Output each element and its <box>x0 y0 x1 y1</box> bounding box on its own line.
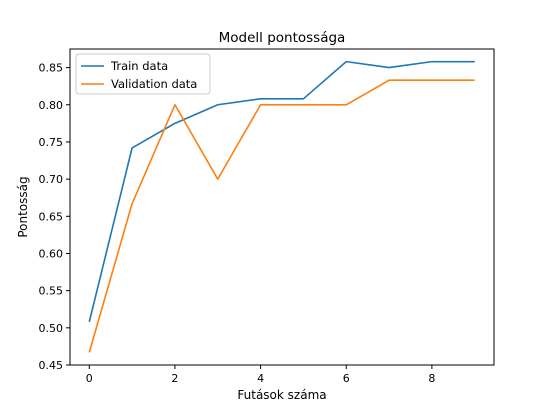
legend-label-2: Validation data <box>111 77 197 91</box>
y-tick-label: 0.70 <box>39 173 64 186</box>
chart-title: Modell pontossága <box>219 30 346 46</box>
y-tick-label: 0.85 <box>39 62 64 75</box>
series-line-1 <box>88 60 475 323</box>
legend-box <box>75 53 211 95</box>
y-tick-label: 0.75 <box>39 136 64 149</box>
x-tick-label: 0 <box>86 372 93 385</box>
legend-label-1: Train data <box>110 59 168 73</box>
x-tick-label: 8 <box>428 372 435 385</box>
y-axis: 0.45 0.50 0.55 0.60 0.65 0.70 0.75 0.80 0.85 <box>39 62 70 372</box>
x-tick-label: 6 <box>343 372 350 385</box>
y-tick-label: 0.55 <box>39 285 64 298</box>
y-tick-label: 0.65 <box>39 210 64 223</box>
plot-frame <box>69 48 495 366</box>
series-lines <box>88 60 475 353</box>
y-tick-label: 0.45 <box>39 359 64 372</box>
y-axis-label: Pontosság <box>16 176 30 237</box>
plot-area <box>70 49 494 365</box>
x-axis-label: Futások száma <box>237 388 326 402</box>
x-tick-label: 4 <box>257 372 264 385</box>
legend: Train data Validation data <box>75 53 211 95</box>
x-axis: 0 2 4 6 8 <box>86 365 435 385</box>
y-tick-label: 0.80 <box>39 99 64 112</box>
y-tick-label: 0.50 <box>39 322 64 335</box>
x-tick-label: 2 <box>171 372 178 385</box>
y-tick-label: 0.60 <box>39 247 64 260</box>
series-line-2 <box>88 79 475 353</box>
